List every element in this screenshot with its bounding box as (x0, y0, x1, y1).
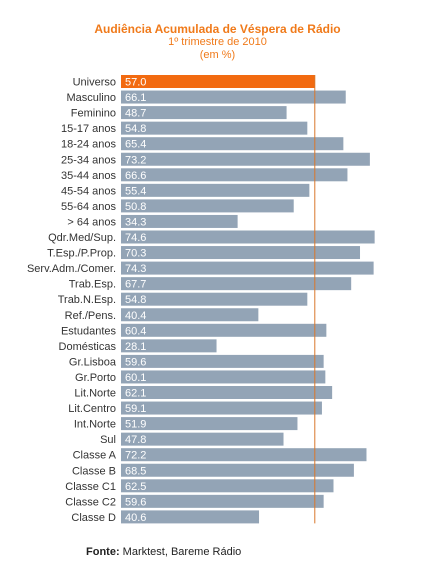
value-label-trab-esp: 67.7 (125, 279, 146, 291)
bar-lit-norte (121, 386, 333, 399)
source-note: Fonte: Marktest, Bareme Rádio (86, 546, 241, 558)
value-label-classe-c1: 62.5 (125, 481, 146, 493)
category-label-sul: Sul (100, 434, 116, 446)
category-label-18-24-anos: 18-24 anos (61, 139, 117, 151)
category-label-55-64-anos: 55-64 anos (61, 201, 117, 213)
bar-55-64-anos (121, 199, 294, 213)
category-label-feminino: Feminino (71, 108, 116, 120)
category-label-classe-c1: Classe C1 (65, 481, 116, 493)
category-label-25-34-anos: 25-34 anos (61, 154, 117, 166)
category-label-classe-a: Classe A (73, 450, 117, 462)
bar-18-24-anos (121, 137, 344, 151)
bar-masculino (121, 90, 346, 104)
value-label-ref-pens: 40.4 (125, 310, 146, 322)
bar-feminino (121, 106, 287, 120)
bar-25-34-anos (121, 152, 370, 166)
bar-int-norte (121, 417, 298, 431)
bar-trab-n-esp (121, 292, 308, 306)
source-text: Marktest, Bareme Rádio (119, 546, 242, 558)
category-label-classe-d: Classe D (71, 512, 116, 524)
category-label-trab-esp: Trab.Esp. (69, 279, 116, 291)
chart-unit-note: (em %) (199, 49, 236, 61)
category-label-64-anos: > 64 anos (67, 216, 116, 228)
bar-64-anos (121, 214, 238, 228)
value-label-trab-n-esp: 54.8 (125, 294, 146, 306)
value-label-t-esp-p-prop: 70.3 (125, 248, 146, 260)
category-label-ref-pens: Ref./Pens. (65, 310, 116, 322)
category-label-trab-n-esp: Trab.N.Esp. (58, 294, 116, 306)
value-label-sul: 47.8 (125, 434, 146, 446)
source-label: Fonte: (86, 546, 120, 558)
category-label-universo: Universo (73, 77, 116, 89)
value-label-estudantes: 60.4 (125, 325, 146, 337)
bar-estudantes (121, 323, 327, 337)
value-label-serv-adm-comer: 74.3 (125, 263, 146, 275)
bar-classe-c1 (121, 479, 334, 493)
bar-lit-centro (121, 401, 322, 415)
value-label-universo: 57.0 (125, 77, 146, 89)
value-label-lit-norte: 62.1 (125, 388, 146, 400)
chart-subtitle: 1º trimestre de 2010 (168, 36, 267, 48)
category-label-45-54-anos: 45-54 anos (61, 185, 117, 197)
bar-t-esp-p-prop (121, 246, 361, 260)
category-label-35-44-anos: 35-44 anos (61, 170, 117, 182)
bar-universo (121, 75, 315, 88)
bar-classe-d (121, 510, 260, 524)
bar-classe-a (121, 448, 367, 462)
value-label-15-17-anos: 54.8 (125, 123, 146, 135)
value-label-35-44-anos: 66.6 (125, 170, 146, 182)
category-label-15-17-anos: 15-17 anos (61, 123, 117, 135)
value-label-45-54-anos: 55.4 (125, 185, 146, 197)
category-label-classe-c2: Classe C2 (65, 496, 116, 508)
value-label-dom-sticas: 28.1 (125, 341, 146, 353)
value-label-64-anos: 34.3 (125, 216, 146, 228)
value-label-classe-d: 40.6 (125, 512, 146, 524)
value-label-25-34-anos: 73.2 (125, 154, 146, 166)
value-label-masculino: 66.1 (125, 92, 146, 104)
category-label-int-norte: Int.Norte (74, 419, 116, 431)
bar-classe-b (121, 463, 354, 477)
bar-serv-adm-comer (121, 261, 374, 275)
value-label-gr-porto: 60.1 (125, 372, 146, 384)
category-label-gr-porto: Gr.Porto (75, 372, 116, 384)
value-label-feminino: 48.7 (125, 108, 146, 120)
value-label-55-64-anos: 50.8 (125, 201, 146, 213)
category-label-estudantes: Estudantes (61, 325, 117, 337)
category-label-classe-b: Classe B (72, 465, 116, 477)
category-label-masculino: Masculino (66, 92, 116, 104)
value-label-qdr-med-sup: 74.6 (125, 232, 146, 244)
category-label-lit-centro: Lit.Centro (68, 403, 116, 415)
bar-qdr-med-sup (121, 230, 375, 244)
value-label-lit-centro: 59.1 (125, 403, 146, 415)
value-label-classe-b: 68.5 (125, 465, 146, 477)
bar-classe-c2 (121, 494, 324, 508)
value-label-classe-a: 72.2 (125, 450, 146, 462)
bar-sul (121, 432, 284, 446)
value-label-classe-c2: 59.6 (125, 496, 146, 508)
category-label-serv-adm-comer: Serv.Adm./Comer. (27, 263, 116, 275)
category-label-gr-lisboa: Gr.Lisboa (69, 356, 117, 368)
bar-gr-lisboa (121, 354, 324, 368)
bar-dom-sticas (121, 339, 217, 353)
bar-trab-esp (121, 277, 352, 291)
bar-gr-porto (121, 370, 326, 384)
bar-15-17-anos (121, 121, 308, 135)
category-label-lit-norte: Lit.Norte (74, 388, 116, 400)
bar-45-54-anos (121, 183, 310, 197)
category-label-qdr-med-sup: Qdr.Med/Sup. (48, 232, 116, 244)
chart-title: Audiência Acumulada de Véspera de Rádio (94, 22, 341, 36)
value-label-gr-lisboa: 59.6 (125, 356, 146, 368)
bar-35-44-anos (121, 168, 348, 182)
chart-title-block: Audiência Acumulada de Véspera de Rádio … (0, 22, 435, 62)
value-label-int-norte: 51.9 (125, 419, 146, 431)
category-label-t-esp-p-prop: T.Esp./P.Prop. (47, 248, 116, 260)
bar-ref-pens (121, 308, 259, 322)
value-label-18-24-anos: 65.4 (125, 139, 146, 151)
category-label-dom-sticas: Domésticas (59, 341, 117, 353)
